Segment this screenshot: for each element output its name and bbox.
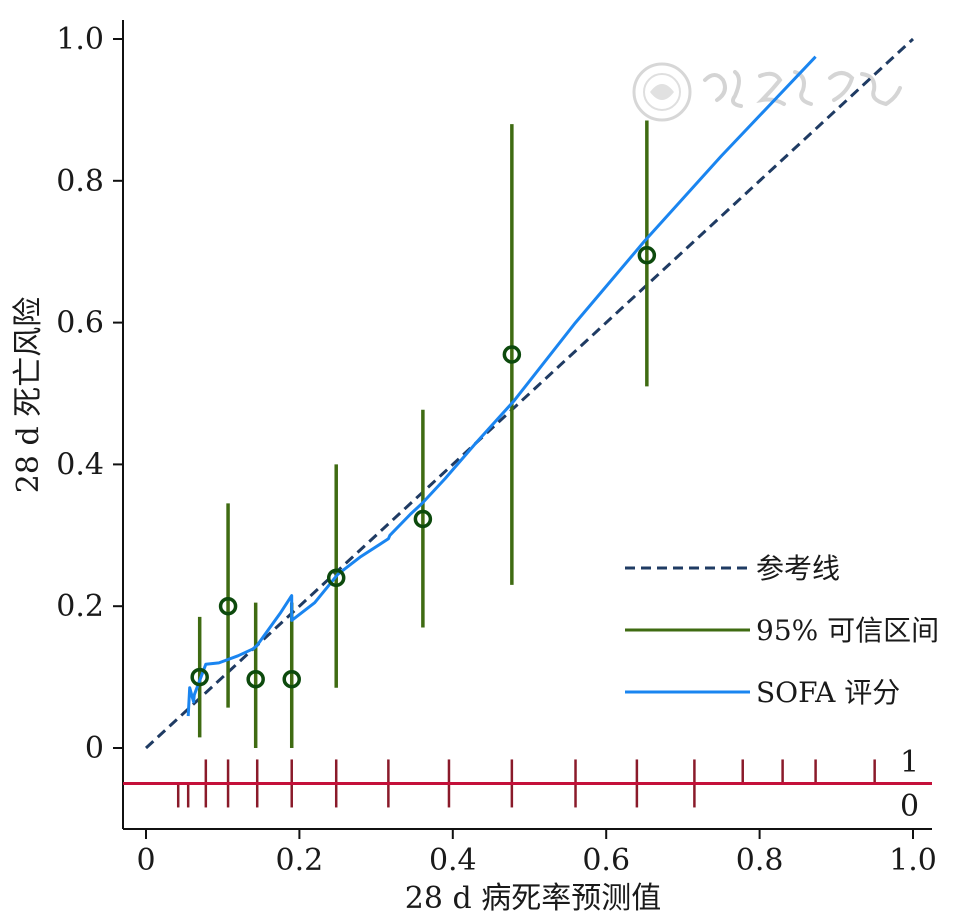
y-tick-label: 0.2	[56, 589, 104, 624]
x-tick-label: 0.8	[736, 843, 784, 878]
legend-item-sofa: SOFA 评分	[625, 676, 900, 709]
watermark-calligraphy-icon	[705, 72, 900, 106]
legend-label-reference: 参考线	[756, 552, 840, 585]
x-tick-label: 0.6	[582, 843, 630, 878]
x-tick-label: 1.0	[889, 843, 937, 878]
x-tick-label: 0	[136, 843, 155, 878]
x-tick-label: 0.2	[276, 843, 324, 878]
confidence-intervals	[200, 121, 647, 748]
y-tick-label: 0	[85, 731, 104, 766]
sofa-curve	[188, 57, 815, 716]
x-axis-title: 28 d 病死率预测值	[405, 881, 661, 916]
y-axis-title: 28 d 死亡风险	[11, 297, 46, 493]
legend-label-ci: 95% 可信区间	[756, 614, 939, 647]
x-tick-label: 0.4	[429, 843, 477, 878]
rug-label-0: 0	[900, 789, 919, 824]
watermark-logo	[634, 64, 900, 120]
legend-item-ci: 95% 可信区间	[625, 614, 939, 647]
legend-item-reference: 参考线	[625, 552, 840, 585]
calibration-chart: 0 0.2 0.4 0.6 0.8 1.0 0 0.2 0.4 0.6 0.8 1.0 28 d 病…	[0, 0, 970, 922]
legend: 参考线 95% 可信区间 SOFA 评分	[625, 552, 939, 709]
y-tick-label: 1.0	[56, 22, 104, 57]
x-axis-ticks: 0 0.2 0.4 0.6 0.8 1.0	[136, 829, 936, 878]
rug-label-1: 1	[900, 745, 919, 780]
y-tick-label: 0.4	[56, 447, 104, 482]
rug-plot	[123, 759, 932, 807]
legend-label-sofa: SOFA 评分	[756, 676, 900, 709]
y-axis-ticks: 0 0.2 0.4 0.6 0.8 1.0	[56, 22, 123, 766]
y-tick-label: 0.8	[56, 164, 104, 199]
sofa-curve-path	[188, 57, 815, 716]
y-tick-label: 0.6	[56, 306, 104, 341]
